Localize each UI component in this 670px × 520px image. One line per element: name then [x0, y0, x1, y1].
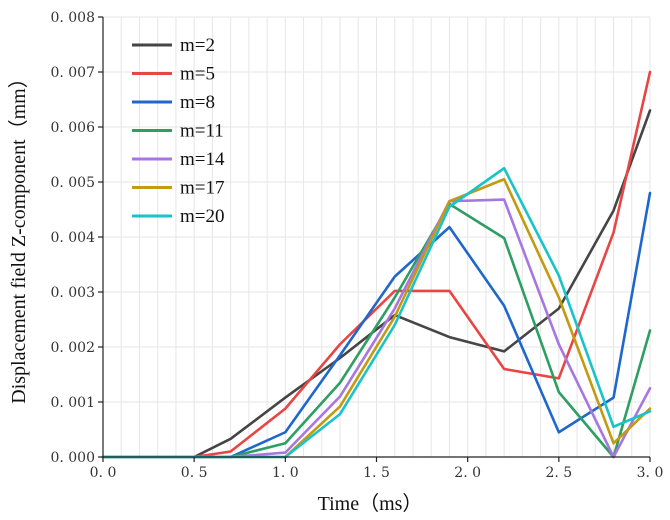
x-tick-label: 3. 0 [637, 465, 664, 481]
y-tick-label: 0. 007 [50, 65, 95, 81]
x-tick-label: 0. 0 [90, 465, 117, 481]
y-tick-label: 0. 001 [50, 395, 95, 411]
x-axis-title: Time（ms） [318, 492, 423, 515]
legend-label: m=20 [180, 206, 225, 227]
y-tick-label: 0. 004 [50, 230, 95, 246]
axes [98, 16, 651, 462]
tick-labels: 0. 0 0. 5 1. 0 1. 5 2. 0 2. 5 3. 0 0. 000 0. 001… [50, 10, 663, 481]
legend-label: m=8 [180, 92, 215, 113]
legend-label: m=5 [180, 64, 215, 85]
legend: m=2 m=5 m=8 m=11 m=14 m=17 m=20 [132, 35, 225, 227]
y-tick-label: 0. 008 [50, 10, 95, 26]
legend-label: m=2 [180, 35, 215, 56]
y-axis-title: Displacement field Z-component（mm） [7, 68, 30, 403]
legend-label: m=11 [180, 121, 224, 142]
y-tick-label: 0. 003 [50, 285, 95, 301]
y-tick-label: 0. 002 [50, 340, 95, 356]
legend-label: m=17 [180, 178, 225, 199]
y-tick-label: 0. 000 [50, 450, 95, 466]
x-tick-label: 2. 0 [454, 465, 481, 481]
x-tick-label: 1. 0 [272, 465, 299, 481]
y-tick-label: 0. 006 [50, 120, 95, 136]
x-tick-label: 1. 5 [363, 465, 390, 481]
x-tick-label: 2. 5 [545, 465, 572, 481]
y-tick-label: 0. 005 [50, 175, 95, 191]
x-tick-label: 0. 5 [181, 465, 208, 481]
legend-label: m=14 [180, 149, 225, 170]
